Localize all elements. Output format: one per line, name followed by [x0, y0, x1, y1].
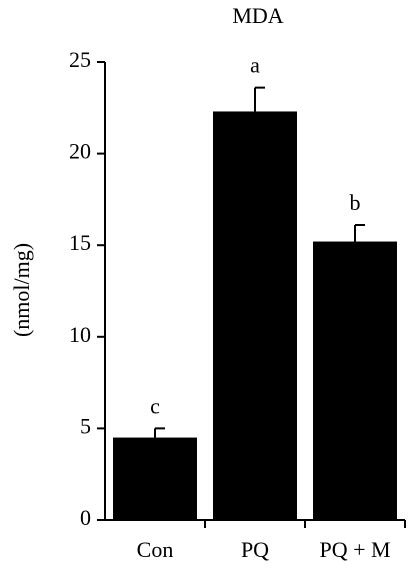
bar	[213, 111, 297, 521]
chart-title: MDA	[232, 3, 283, 28]
error-bar	[354, 224, 365, 242]
y-tick-label: 10	[69, 322, 91, 347]
annotation: b	[350, 190, 361, 215]
bar	[313, 241, 397, 520]
y-tick-label: 20	[69, 139, 91, 164]
y-tick-label: 15	[69, 230, 91, 255]
x-tick-label: PQ + M	[319, 537, 390, 562]
y-tick-label: 25	[69, 47, 91, 72]
y-axis-label: (nmol/mg)	[9, 243, 34, 337]
bar	[113, 437, 197, 520]
annotation: a	[250, 53, 260, 78]
x-tick-label: Con	[137, 537, 174, 562]
error-bar	[254, 86, 265, 112]
y-tick-label: 5	[80, 413, 91, 438]
x-tick-label: PQ	[241, 537, 269, 562]
annotation: c	[150, 393, 160, 418]
y-tick-label: 0	[80, 505, 91, 530]
error-bar	[154, 427, 165, 438]
